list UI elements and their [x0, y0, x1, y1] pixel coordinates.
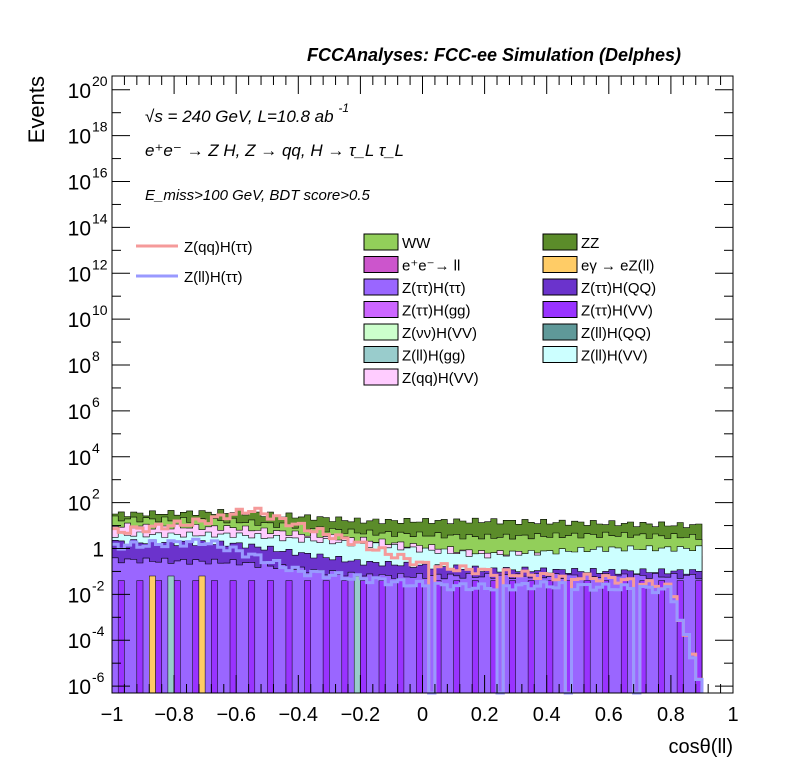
stack-bin-zttvv [267, 580, 274, 694]
ecm-text: √s = 240 GeV, L=10.8 ab [145, 107, 334, 126]
y-tick-label: 10 [68, 80, 91, 103]
process-annotation: e⁺e⁻ → Z H, Z → qq, H → τ_L τ_L [145, 141, 404, 160]
x-tick-label: 0.4 [533, 704, 561, 726]
legend-box-label: Z(νν)H(VV) [402, 325, 477, 342]
y-tick-label: 10 [68, 172, 91, 195]
line-layer [112, 506, 704, 695]
chart-title: FCCAnalyses: FCC-ee Simulation (Delphes) [307, 45, 681, 65]
legend-box-label: Z(ττ)H(ττ) [402, 280, 466, 297]
x-tick-label: 0.6 [595, 704, 623, 726]
y-tick-exponent: 2 [92, 486, 100, 502]
y-tick-exponent: 14 [92, 210, 108, 226]
legend-line-label: Z(qq)H(ττ) [184, 239, 253, 256]
stack-bin-zttvv [416, 580, 423, 694]
y-tick-label: 1 [92, 538, 104, 561]
legend-box-label: Z(qq)H(VV) [402, 370, 479, 387]
x-tick-label: 0.2 [471, 704, 499, 726]
y-tick-exponent: 12 [92, 256, 108, 272]
stack-bin-zttvv [322, 580, 330, 694]
stack-bin-zttvv [285, 580, 293, 694]
y-tick-exponent: -4 [92, 623, 105, 639]
stack-bin-zttvv [341, 580, 349, 694]
stack-bin-zttvv [527, 580, 535, 694]
cut-annotation: E_miss>100 GeV, BDT score>0.5 [145, 187, 370, 204]
stack-spike [149, 575, 156, 694]
stack-bin-zttvv [136, 580, 144, 694]
y-tick-exponent: 20 [92, 73, 108, 89]
stack-bin-zttvv [173, 580, 181, 694]
stack-Z(ττ)H(ττ) [111, 557, 703, 694]
y-tick-label: 10 [68, 401, 91, 424]
legend-box-label: WW [402, 235, 431, 252]
x-tick-label: −0.4 [279, 704, 318, 726]
stack-layer [111, 509, 703, 694]
y-tick-label: 10 [68, 493, 91, 516]
stack-bin-zttvv [117, 580, 125, 694]
x-tick-label: −0.6 [216, 704, 255, 726]
series-Z(qq)H(ττ) [112, 506, 704, 695]
y-tick-exponent: 10 [92, 302, 108, 318]
stack-bin-zttvv [509, 580, 516, 694]
y-tick-exponent: 4 [92, 440, 100, 456]
y-tick-exponent: 18 [92, 119, 108, 135]
y-tick-label: 10 [68, 217, 91, 240]
stack-bin-zttvv [304, 580, 311, 694]
y-tick-label: 10 [68, 355, 91, 378]
stack-bin-zttvv [583, 580, 591, 694]
ecm-annotation: √s = 240 GeV, L=10.8 ab -1 [145, 101, 349, 126]
y-tick-label: 10 [68, 630, 91, 653]
y-tick-exponent: -6 [92, 669, 105, 685]
legend-box-label: e⁺e⁻→ ll [402, 258, 460, 275]
legend-box-label: ZZ [581, 235, 599, 252]
x-tick-label: 1 [727, 704, 738, 726]
ecm-sup: -1 [338, 101, 349, 115]
stack-bin-zttvv [360, 580, 367, 694]
y-tick-exponent: -2 [92, 577, 105, 593]
series-Z(ll)H(ττ) [112, 537, 704, 695]
y-tick-label: 10 [68, 263, 91, 286]
y-tick-exponent: 16 [92, 165, 108, 181]
x-tick-label: −1 [101, 704, 124, 726]
y-tick-label: 10 [68, 309, 91, 332]
x-tick-label: 0.8 [657, 704, 685, 726]
y-tick-exponent: 8 [92, 348, 100, 364]
stack-bin-zttvv [378, 580, 386, 694]
stack-bin-zttvv [620, 580, 628, 694]
y-tick-label: 10 [68, 584, 91, 607]
y-tick-label: 10 [68, 447, 91, 470]
stack-spike [167, 575, 175, 694]
y-tick-label: 10 [68, 676, 91, 699]
legend: Z(qq)H(ττ) Z(ll)H(ττ) WW ZZ e⁺e⁻→ ll eγ → eZ(… [136, 233, 656, 387]
stack-bin-zttvv [453, 580, 461, 694]
stack-bin-zttvv [546, 580, 554, 694]
stack-bin-zttvv [155, 580, 162, 694]
legend-box-label: Z(ll)H(VV) [581, 348, 648, 365]
legend-box-label: Z(ll)H(gg) [402, 348, 465, 365]
stack-bin-zttvv [397, 580, 405, 694]
x-tick-label: −0.2 [341, 704, 380, 726]
legend-box-label: Z(ττ)H(gg) [402, 303, 471, 320]
legend-box-label: Z(ll)H(QQ) [581, 325, 651, 342]
stack-bin-zttvv [658, 580, 665, 694]
stack-spike [353, 575, 361, 694]
y-axis-title: Events [24, 76, 49, 143]
stack-bin-zttvv [248, 580, 256, 694]
stack-bin-zttvv [229, 580, 237, 694]
stack-bin-zttvv [211, 580, 218, 694]
legend-box-label: eγ → eZ(ll) [581, 258, 654, 275]
y-tick-label: 10 [68, 126, 91, 149]
x-tick-label: −0.8 [154, 704, 193, 726]
stack-bin-zttvv [471, 580, 479, 694]
legend-line-label: Z(ll)H(ττ) [184, 269, 243, 286]
stack-bin-zttvv [602, 580, 610, 694]
stack-bin-zttvv [192, 580, 200, 694]
x-tick-label: 0 [417, 704, 428, 726]
legend-box-label: Z(ττ)H(QQ) [581, 280, 656, 297]
legend-box-label: Z(ττ)H(VV) [581, 303, 653, 320]
x-axis-title: cosθ(ll) [669, 736, 733, 758]
y-tick-exponent: 6 [92, 394, 100, 410]
stack-spike [198, 575, 206, 694]
